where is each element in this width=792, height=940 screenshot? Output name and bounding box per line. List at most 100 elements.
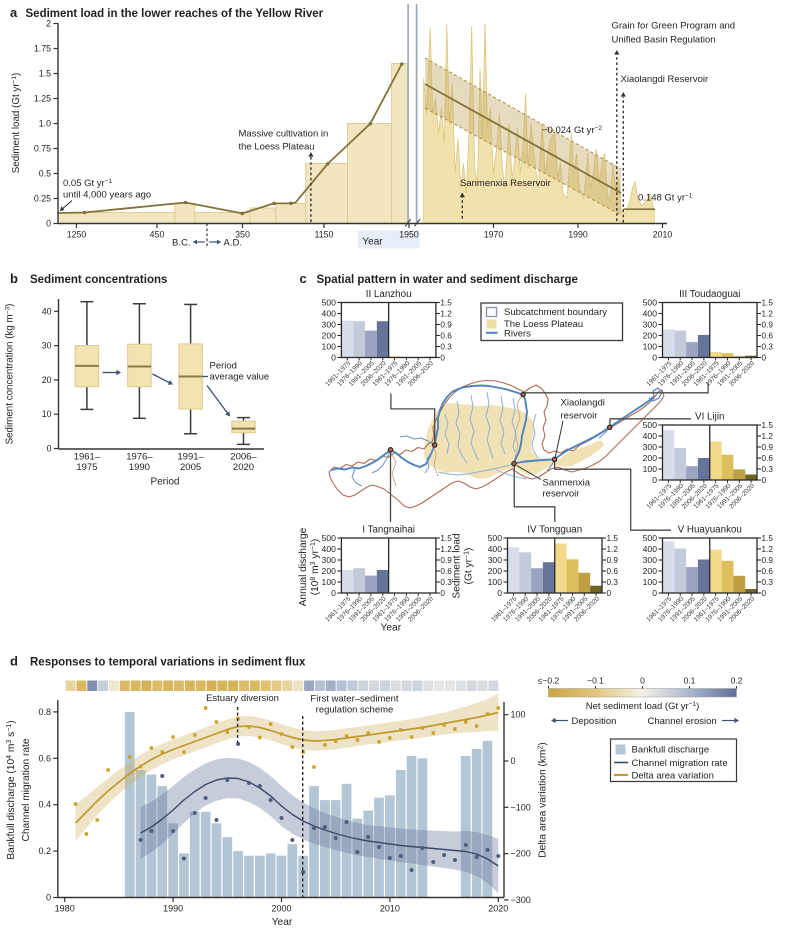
- svg-text:0: 0: [497, 588, 502, 598]
- svg-text:1961–: 1961–: [74, 452, 101, 463]
- svg-text:Sediment load (Gt yr−1): Sediment load (Gt yr−1): [11, 73, 23, 174]
- svg-text:0: 0: [762, 589, 767, 598]
- svg-text:500: 500: [643, 420, 658, 430]
- svg-text:1976–: 1976–: [126, 452, 153, 463]
- svg-text:1.2: 1.2: [762, 309, 774, 318]
- svg-text:Period: Period: [151, 477, 180, 488]
- svg-text:B.C.: B.C.: [172, 238, 190, 249]
- svg-text:VI Lijin: VI Lijin: [695, 412, 724, 423]
- svg-text:Subcatchment boundary: Subcatchment boundary: [504, 307, 607, 318]
- svg-text:30: 30: [42, 341, 52, 351]
- svg-text:1.5: 1.5: [607, 534, 619, 543]
- svg-text:0: 0: [640, 676, 645, 686]
- svg-text:200: 200: [322, 566, 337, 576]
- svg-text:Channel migration rate: Channel migration rate: [632, 758, 728, 769]
- svg-text:100: 100: [643, 341, 658, 351]
- svg-text:200: 200: [488, 566, 503, 576]
- svg-text:the Loess Plateau: the Loess Plateau: [239, 142, 315, 153]
- svg-text:0.3: 0.3: [762, 342, 774, 351]
- svg-text:0.9: 0.9: [762, 320, 774, 329]
- svg-text:−200: −200: [511, 849, 531, 859]
- svg-text:0: 0: [47, 444, 52, 454]
- svg-text:Rivers: Rivers: [504, 329, 531, 340]
- svg-text:Sediment concentration (kg m−3: Sediment concentration (kg m−3): [4, 304, 16, 445]
- svg-text:200: 200: [643, 566, 658, 576]
- svg-text:−0.024 Gt yr−2: −0.024 Gt yr−2: [542, 125, 602, 137]
- svg-text:Deposition: Deposition: [572, 716, 617, 727]
- svg-text:V Huayuankou: V Huayuankou: [678, 525, 742, 536]
- svg-text:Xiaolangdi Reservoir: Xiaolangdi Reservoir: [621, 74, 709, 85]
- svg-text:1990: 1990: [129, 462, 150, 473]
- svg-text:Sediment load: Sediment load: [452, 533, 463, 598]
- svg-text:Annual discharge: Annual discharge: [298, 527, 309, 606]
- svg-text:Massive cultivation in: Massive cultivation in: [239, 129, 329, 140]
- svg-text:0: 0: [46, 219, 51, 229]
- svg-text:40: 40: [42, 306, 52, 316]
- svg-text:0: 0: [762, 353, 767, 362]
- svg-text:Xiaolangdi: Xiaolangdi: [561, 398, 605, 409]
- svg-text:0.6: 0.6: [440, 331, 452, 340]
- svg-text:1.5: 1.5: [440, 298, 452, 307]
- svg-text:0.2: 0.2: [38, 846, 51, 856]
- svg-text:IV Tongguan: IV Tongguan: [527, 525, 582, 536]
- svg-text:0.6: 0.6: [38, 753, 51, 763]
- svg-text:300: 300: [322, 555, 337, 565]
- svg-text:0.75: 0.75: [34, 144, 51, 154]
- svg-text:2: 2: [46, 19, 51, 29]
- svg-text:300: 300: [643, 555, 658, 565]
- svg-text:0.9: 0.9: [440, 556, 452, 565]
- svg-text:0.9: 0.9: [762, 443, 774, 452]
- svg-text:400: 400: [643, 431, 658, 441]
- svg-text:Delta area variation (km2): Delta area variation (km2): [537, 742, 549, 857]
- svg-text:Spatial pattern in water and s: Spatial pattern in water and sediment di…: [317, 274, 578, 286]
- svg-text:Sanmenxia: Sanmenxia: [543, 478, 591, 489]
- svg-text:≤−0.2: ≤−0.2: [538, 676, 560, 686]
- svg-text:Sanmenxia Reservoir: Sanmenxia Reservoir: [460, 178, 551, 189]
- svg-text:0.6: 0.6: [762, 567, 774, 576]
- svg-text:0.6: 0.6: [607, 567, 619, 576]
- svg-text:regulation scheme: regulation scheme: [316, 705, 394, 716]
- svg-text:−0.1: −0.1: [587, 676, 604, 686]
- svg-text:until 4,000 years ago: until 4,000 years ago: [63, 190, 151, 201]
- svg-text:2000: 2000: [271, 904, 291, 914]
- svg-text:0.4: 0.4: [38, 800, 51, 810]
- svg-text:1.5: 1.5: [762, 534, 774, 543]
- svg-text:0.3: 0.3: [762, 465, 774, 474]
- svg-text:Year: Year: [381, 623, 402, 634]
- svg-text:500: 500: [322, 533, 337, 543]
- svg-text:0.8: 0.8: [38, 707, 51, 717]
- svg-text:0.9: 0.9: [440, 320, 452, 329]
- svg-text:1.5: 1.5: [440, 534, 452, 543]
- svg-text:0.3: 0.3: [440, 342, 452, 351]
- svg-text:average value: average value: [210, 372, 270, 383]
- svg-text:Responses to temporal variatio: Responses to temporal variations in sedi…: [30, 657, 306, 669]
- svg-text:2005: 2005: [180, 462, 201, 473]
- svg-text:1970: 1970: [484, 230, 504, 240]
- svg-text:I Tangnaihai: I Tangnaihai: [362, 525, 415, 536]
- svg-text:0: 0: [440, 589, 445, 598]
- svg-text:1.5: 1.5: [762, 421, 774, 430]
- svg-text:500: 500: [322, 297, 337, 307]
- svg-text:10: 10: [42, 409, 52, 419]
- svg-text:reservoir: reservoir: [561, 411, 598, 422]
- svg-text:20: 20: [42, 375, 52, 385]
- svg-text:100: 100: [643, 577, 658, 587]
- svg-text:0: 0: [652, 352, 657, 362]
- svg-text:Year: Year: [272, 917, 293, 928]
- svg-text:0.6: 0.6: [440, 567, 452, 576]
- svg-text:1980: 1980: [55, 904, 75, 914]
- svg-text:0: 0: [652, 475, 657, 485]
- svg-text:0: 0: [46, 893, 51, 903]
- svg-text:0: 0: [331, 588, 336, 598]
- svg-text:1.5: 1.5: [762, 298, 774, 307]
- svg-text:Sediment load in the lower rea: Sediment load in the lower reaches of th…: [26, 8, 324, 20]
- svg-text:1.2: 1.2: [762, 545, 774, 554]
- svg-text:100: 100: [322, 341, 337, 351]
- svg-text:b: b: [10, 271, 18, 286]
- svg-text:Bankfull discharge: Bankfull discharge: [632, 745, 710, 756]
- svg-text:0: 0: [511, 756, 516, 766]
- svg-text:200: 200: [643, 453, 658, 463]
- svg-text:1.75: 1.75: [34, 44, 51, 54]
- svg-text:400: 400: [322, 544, 337, 554]
- svg-text:II Lanzhou: II Lanzhou: [366, 289, 412, 300]
